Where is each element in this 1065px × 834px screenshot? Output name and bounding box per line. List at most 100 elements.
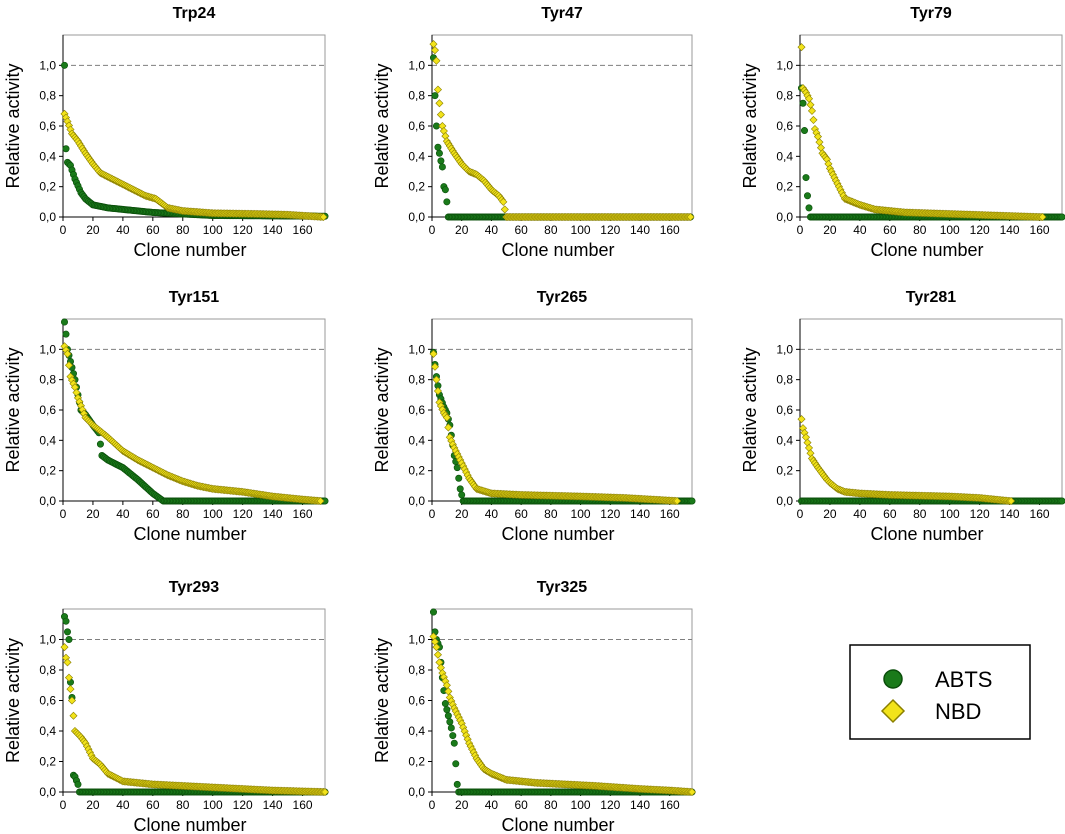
x-axis-label: Clone number [133, 815, 246, 834]
legend-nbd-label: NBD [935, 699, 981, 724]
panel-title: Tyr325 [537, 579, 588, 596]
plot-area [62, 34, 326, 218]
nbd-point [433, 85, 442, 94]
x-tick-label: 140 [1000, 507, 1020, 521]
x-axis-label: Clone number [501, 815, 614, 834]
series-nbd [429, 40, 695, 222]
x-tick-label: 100 [571, 798, 591, 812]
abts-point [63, 628, 71, 636]
abts-point [453, 464, 461, 472]
x-tick-label: 120 [970, 223, 990, 237]
abts-point [455, 474, 463, 482]
x-tick-label: 120 [233, 223, 253, 237]
x-tick-label: 100 [203, 507, 223, 521]
y-tick-label: 0,2 [408, 464, 425, 478]
x-tick-label: 0 [429, 507, 436, 521]
panel-tyr281: Tyr281 0,0 0,2 0,4 0,6 0,8 1,0 0 20 40 60 80 100 120 1… [740, 289, 1065, 544]
x-tick-label: 20 [455, 798, 469, 812]
x-tick-label: 120 [600, 507, 620, 521]
abts-point [1058, 213, 1065, 221]
y-tick-label: 1,0 [408, 633, 425, 647]
y-tick-label: 1,0 [39, 58, 56, 72]
abts-point [447, 724, 455, 732]
x-tick-label: 100 [571, 223, 591, 237]
x-axis-label: Clone number [133, 524, 246, 544]
x-tick-label: 40 [853, 507, 867, 521]
x-tick-label: 0 [797, 507, 804, 521]
y-tick-label: 1,0 [776, 342, 793, 356]
nbd-point [67, 696, 77, 705]
x-tick-label: 80 [913, 223, 927, 237]
nbd-point [797, 43, 806, 52]
y-tick-label: 0,4 [39, 149, 56, 163]
x-axis-label: Clone number [501, 240, 614, 260]
plot-area [62, 318, 326, 502]
y-tick-label: 0,0 [776, 494, 793, 508]
x-tick-label: 100 [571, 507, 591, 521]
y-tick-label: 0,6 [776, 403, 793, 417]
panel-title: Tyr293 [169, 579, 220, 596]
x-tick-label: 40 [116, 507, 130, 521]
abts-point [435, 149, 443, 157]
y-tick-label: 0,2 [776, 464, 793, 478]
abts-point [62, 330, 70, 338]
panel-title: Trp24 [173, 5, 216, 22]
x-tick-label: 160 [660, 507, 680, 521]
abts-point [449, 732, 457, 740]
nbd-point [1007, 496, 1016, 506]
nbd-point [63, 349, 72, 358]
y-tick-label: 1,0 [776, 58, 793, 72]
x-tick-label: 0 [429, 223, 436, 237]
x-tick-label: 0 [797, 223, 804, 237]
nbd-point [63, 658, 72, 667]
abts-point [446, 718, 454, 726]
y-tick-label: 0,6 [408, 119, 425, 133]
x-tick-label: 20 [455, 507, 469, 521]
y-tick-label: 0,4 [39, 724, 56, 738]
y-axis-label: Relative activity [3, 347, 23, 472]
panel-tyr325: Tyr325 0,0 0,2 0,4 0,6 0,8 1,0 0 20 40 60 80 100 120 1… [372, 579, 697, 834]
panel-tyr265: Tyr265 0,0 0,2 0,4 0,6 0,8 1,0 0 20 40 60 80 100 120 1… [372, 289, 696, 544]
y-tick-label: 1,0 [39, 342, 56, 356]
x-tick-label: 40 [485, 798, 499, 812]
x-tick-label: 140 [1000, 223, 1020, 237]
x-tick-label: 100 [940, 223, 960, 237]
y-tick-label: 0,0 [39, 494, 56, 508]
nbd-point [430, 362, 439, 371]
y-tick-label: 0,6 [776, 119, 793, 133]
x-axis-label: Clone number [870, 240, 983, 260]
y-tick-label: 0,0 [408, 210, 425, 224]
plot-area [431, 318, 693, 502]
abts-point [443, 706, 451, 714]
y-tick-label: 0,4 [776, 149, 793, 163]
nbd-point [809, 115, 818, 124]
y-tick-label: 0,0 [408, 494, 425, 508]
plot-area [431, 608, 693, 793]
panel-title: Tyr47 [541, 5, 583, 22]
y-tick-label: 0,6 [39, 694, 56, 708]
y-axis-label: Relative activity [372, 63, 392, 188]
abts-point [62, 617, 70, 625]
x-tick-label: 80 [176, 507, 190, 521]
abts-point [74, 780, 82, 788]
nbd-point [1038, 212, 1047, 222]
x-tick-label: 40 [853, 223, 867, 237]
series-nbd [60, 643, 330, 797]
y-tick-label: 0,0 [776, 210, 793, 224]
legend-abts-marker [883, 669, 903, 689]
y-tick-label: 0,0 [408, 785, 425, 799]
x-tick-label: 60 [146, 798, 160, 812]
nbd-point [433, 387, 442, 396]
abts-point [434, 143, 442, 151]
x-tick-label: 120 [233, 507, 253, 521]
x-tick-label: 40 [116, 798, 130, 812]
y-tick-label: 0,8 [39, 373, 56, 387]
x-tick-label: 100 [940, 507, 960, 521]
x-tick-label: 20 [86, 798, 100, 812]
x-tick-label: 100 [203, 798, 223, 812]
y-tick-label: 0,8 [408, 663, 425, 677]
series-nbd [60, 342, 325, 506]
x-tick-label: 80 [176, 798, 190, 812]
y-tick-label: 0,0 [39, 785, 56, 799]
abts-point [438, 163, 446, 171]
